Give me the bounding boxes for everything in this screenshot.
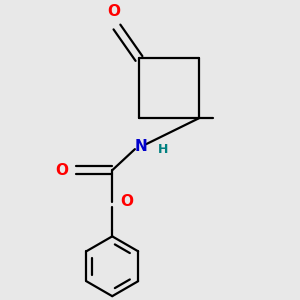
Text: O: O (107, 4, 120, 19)
Text: N: N (134, 139, 147, 154)
Text: O: O (120, 194, 133, 209)
Text: O: O (55, 163, 68, 178)
Text: H: H (158, 143, 168, 156)
